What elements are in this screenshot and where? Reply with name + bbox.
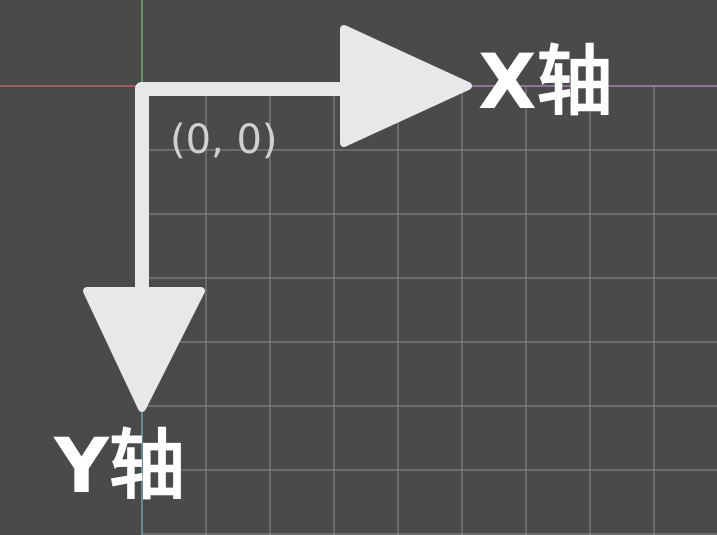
origin-label: (0, 0) bbox=[170, 117, 278, 163]
x-axis-label: X轴 bbox=[478, 37, 613, 126]
y-axis-arrow bbox=[83, 82, 205, 412]
y-axis-label: Y轴 bbox=[54, 421, 186, 510]
y-axis-arrowhead bbox=[83, 287, 205, 412]
x-axis-arrowhead bbox=[340, 25, 472, 147]
x-axis-arrow bbox=[135, 25, 472, 147]
